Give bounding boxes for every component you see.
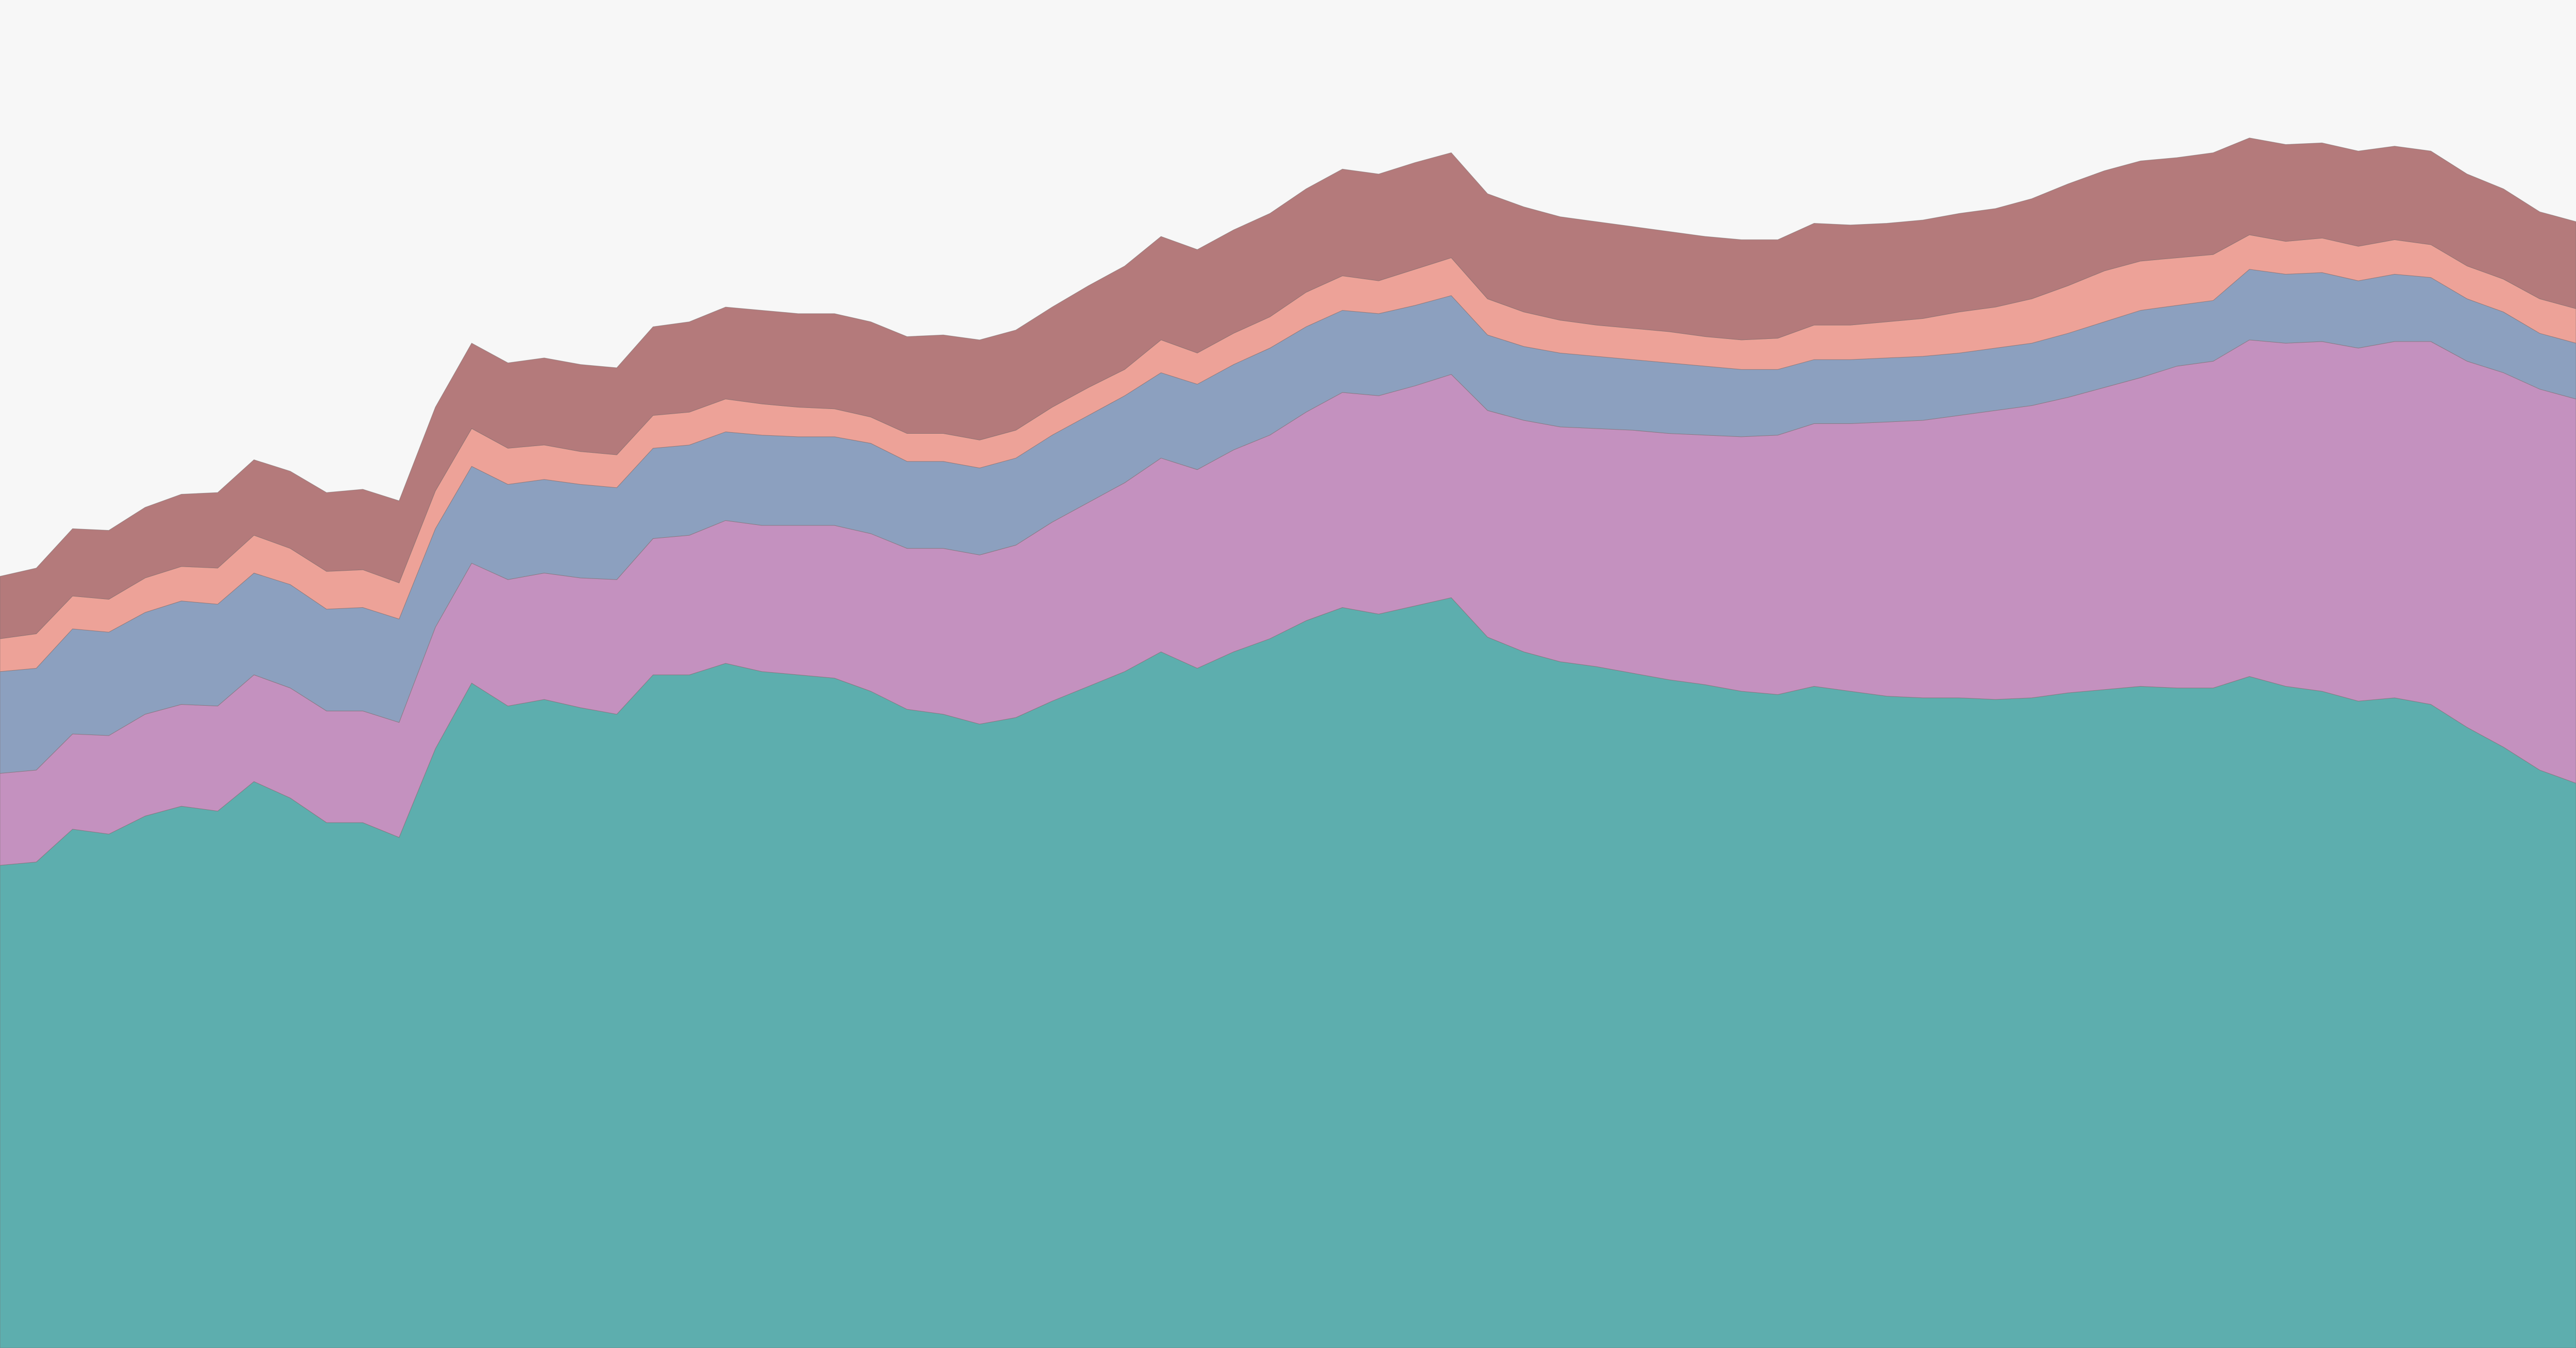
area-series xyxy=(0,138,2576,639)
